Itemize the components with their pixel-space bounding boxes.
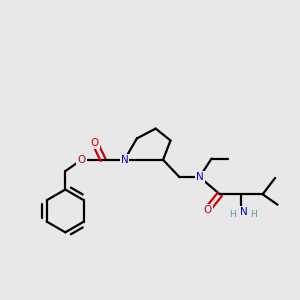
Text: H: H bbox=[230, 210, 236, 219]
Text: N: N bbox=[121, 155, 128, 165]
Text: O: O bbox=[91, 138, 99, 148]
Text: H: H bbox=[250, 210, 257, 219]
Text: O: O bbox=[203, 205, 212, 215]
Text: N: N bbox=[240, 207, 248, 217]
Text: O: O bbox=[77, 155, 86, 165]
Text: N: N bbox=[196, 172, 203, 182]
